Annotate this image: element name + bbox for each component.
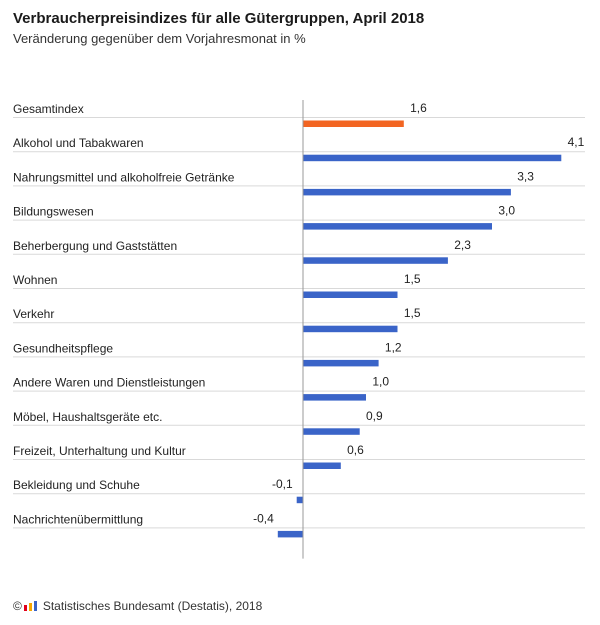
bar <box>303 291 398 298</box>
category-label: Wohnen <box>13 273 57 287</box>
value-label: 0,6 <box>347 443 364 457</box>
footer-source: Statistisches Bundesamt (Destatis), 2018 <box>42 599 263 613</box>
value-label: 0,9 <box>366 409 383 423</box>
category-label: Beherbergung und Gaststätten <box>13 239 177 253</box>
category-label: Andere Waren und Dienstleistungen <box>13 376 205 390</box>
category-label: Gesundheitspflege <box>13 341 113 355</box>
category-label: Alkohol und Tabakwaren <box>13 136 144 150</box>
bar <box>296 496 303 504</box>
value-label: 1,5 <box>404 306 421 320</box>
bar <box>303 428 360 435</box>
value-label: 1,2 <box>385 340 402 354</box>
category-label: Bildungswesen <box>13 205 94 219</box>
footer: © Statistisches Bundesamt (Destatis), 20… <box>13 599 262 613</box>
bar <box>303 325 398 333</box>
value-label: 3,3 <box>517 169 534 183</box>
value-label: 1,5 <box>404 272 421 286</box>
chart-subtitle: Veränderung gegenüber dem Vorjahresmonat… <box>13 31 306 46</box>
bar <box>277 530 303 538</box>
value-label: 1,6 <box>410 101 427 115</box>
bar <box>303 394 366 401</box>
chart-title: Verbraucherpreisindizes für alle Gütergr… <box>13 10 425 27</box>
category-label: Verkehr <box>13 307 54 321</box>
logo-bar-yellow <box>28 603 32 611</box>
value-label: 3,0 <box>498 204 515 218</box>
bar <box>303 154 562 162</box>
category-label: Freizeit, Unterhaltung und Kultur <box>13 444 186 458</box>
destatis-logo-icon <box>23 601 38 611</box>
value-label: -0,1 <box>272 477 293 491</box>
bar <box>303 257 448 264</box>
value-label: 4,1 <box>568 135 585 149</box>
logo-bar-red <box>23 605 27 611</box>
category-label: Gesamtindex <box>13 102 84 116</box>
value-label: -0,4 <box>253 511 274 525</box>
bar <box>303 462 341 469</box>
value-label: 2,3 <box>454 238 471 252</box>
category-label: Bekleidung und Schuhe <box>13 478 140 492</box>
category-label: Nahrungsmittel und alkoholfreie Getränke <box>13 170 235 184</box>
bar <box>303 359 379 367</box>
bar <box>303 188 511 196</box>
copyright-symbol: © <box>13 599 22 613</box>
bar-highlight <box>303 120 404 127</box>
category-label: Nachrichtenübermittlung <box>13 512 143 526</box>
value-label: 1,0 <box>372 375 389 389</box>
category-label: Möbel, Haushaltsgeräte etc. <box>13 410 162 424</box>
bar <box>303 223 492 230</box>
logo-bar-blue <box>33 601 37 611</box>
